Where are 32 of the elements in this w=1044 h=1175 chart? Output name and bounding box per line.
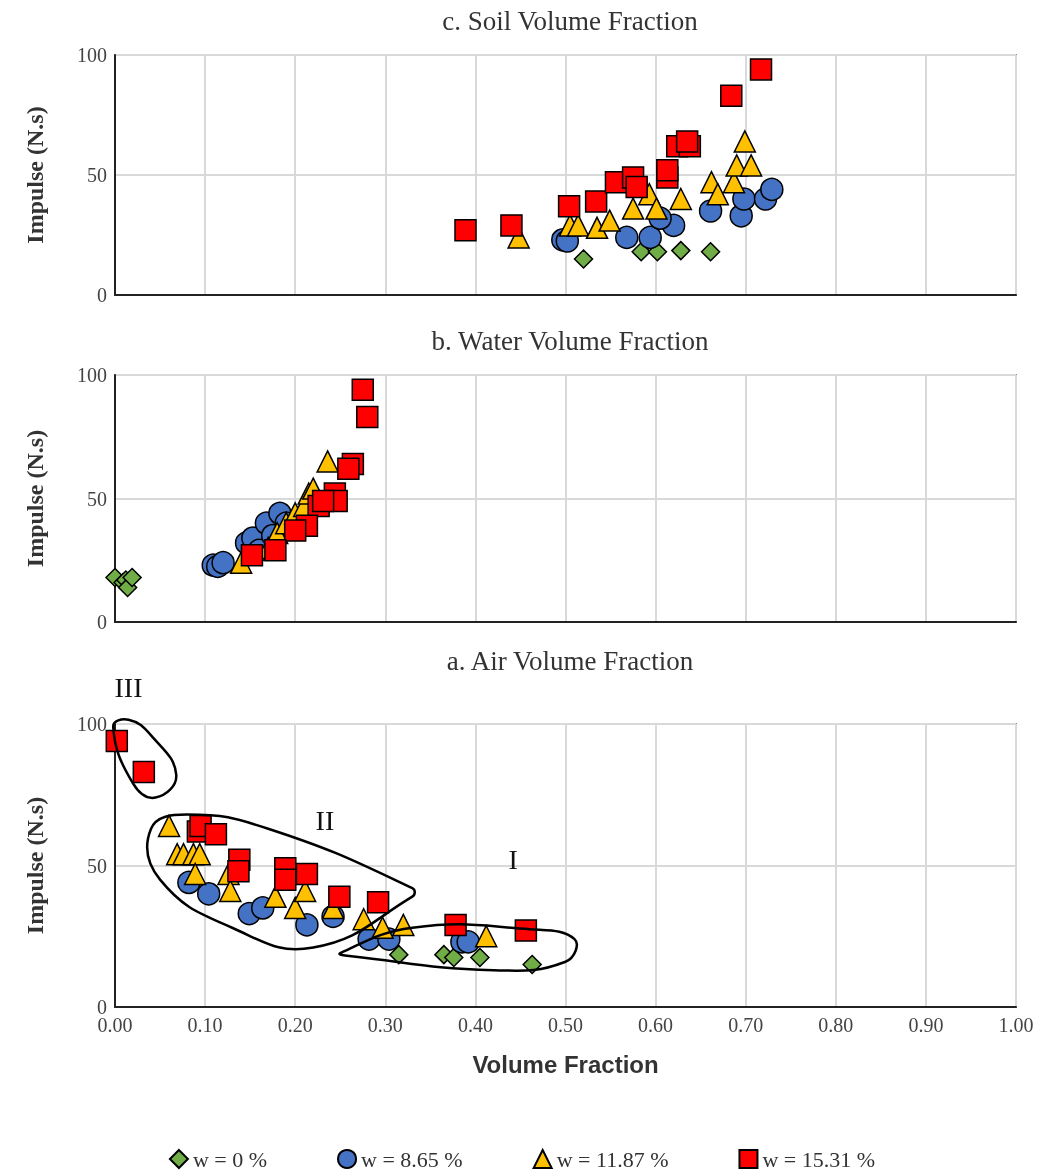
y-tick-label: 50 — [87, 487, 107, 510]
y-tick-label: 100 — [77, 364, 107, 386]
x-tick-label: 0.30 — [367, 1014, 403, 1036]
y-tick-label: 0 — [97, 284, 107, 306]
annotation: II — [315, 804, 335, 836]
annotation: I — [508, 844, 518, 876]
x-tick-label: 0.90 — [908, 1014, 944, 1036]
y-axis-title: Impulse (N.s) — [22, 796, 48, 935]
x-tick-label: 0.50 — [548, 1014, 583, 1036]
legend-label: w = 0 % — [192, 1146, 268, 1172]
x-axis-title: Volume Fraction — [472, 1050, 659, 1078]
legend-label: w = 15.31 % — [762, 1146, 876, 1172]
x-tick-label: 0.80 — [818, 1014, 854, 1036]
chart-title: b. Water Volume Fraction — [431, 325, 709, 356]
x-tick-label: 0.60 — [638, 1014, 674, 1036]
x-tick-label: 1.00 — [998, 1014, 1034, 1036]
legend-label: w = 8.65 % — [361, 1146, 463, 1172]
y-tick-label: 100 — [77, 44, 107, 66]
x-tick-label: 0.70 — [728, 1014, 764, 1036]
x-tick-label: 0.10 — [187, 1014, 223, 1036]
y-tick-label: 0 — [97, 611, 107, 633]
chart-title: c. Soil Volume Fraction — [442, 5, 699, 36]
y-axis-title: Impulse (N.s) — [22, 429, 48, 568]
x-tick-label: 0.40 — [457, 1014, 493, 1036]
legend-label: w = 11.87 % — [556, 1146, 669, 1172]
y-tick-label: 50 — [87, 854, 107, 877]
text: III — [114, 671, 143, 703]
y-axis-title: Impulse (N.s) — [22, 106, 48, 244]
x-tick-label: 0.20 — [277, 1014, 313, 1036]
y-tick-label: 100 — [77, 713, 107, 735]
y-tick-label: 50 — [87, 164, 107, 186]
chart-title: a. Air Volume Fraction — [446, 645, 694, 676]
